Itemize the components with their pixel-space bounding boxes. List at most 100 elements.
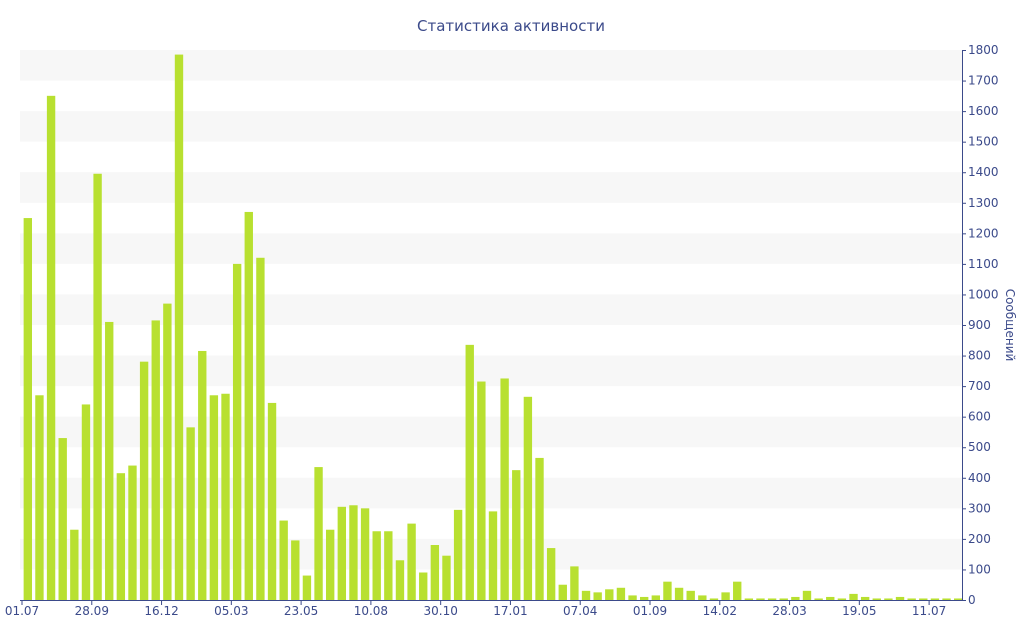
bar[interactable] [163,303,172,600]
bar[interactable] [512,470,521,600]
bar[interactable] [535,457,544,600]
bar[interactable] [581,590,591,600]
bar[interactable] [326,529,335,600]
y-tick-label: 1200 [968,226,999,240]
bar[interactable] [395,560,405,600]
bar[interactable] [616,587,626,600]
bar[interactable] [93,173,102,600]
bar[interactable] [500,378,509,600]
bar[interactable] [674,587,684,600]
bar[interactable] [558,584,567,600]
bar[interactable] [895,596,905,600]
bar[interactable] [698,595,707,600]
bar[interactable] [453,509,463,600]
bar[interactable] [337,506,346,600]
bar[interactable] [372,531,381,600]
bar[interactable] [302,575,312,600]
bar[interactable] [465,344,474,600]
bar[interactable] [105,321,114,600]
bar[interactable] [419,572,428,601]
x-tick-label: 16.12 [144,604,178,618]
y-axis-ticks: 0 100 200 300 400 500 600 700 800 900 1000 1100 1200… [962,43,999,607]
bar[interactable] [442,555,451,600]
x-tick-label: 05.03 [214,604,248,618]
bar[interactable] [826,596,835,600]
bar[interactable] [291,540,300,600]
x-tick-label: 28.09 [75,604,109,618]
bar[interactable] [116,473,126,600]
bar[interactable] [209,395,219,600]
bar[interactable] [721,592,730,600]
bar[interactable] [593,592,602,600]
bar[interactable] [802,590,812,600]
bar[interactable] [744,598,754,600]
bar[interactable] [186,427,195,600]
bar[interactable] [488,511,498,600]
bar[interactable] [756,598,765,600]
x-tick-label: 01.09 [633,604,667,618]
bar[interactable] [791,596,800,600]
bar[interactable] [46,95,56,600]
bar[interactable] [81,404,91,600]
bar[interactable] [814,598,823,600]
bar[interactable] [849,593,858,600]
grid-band [20,233,962,264]
bar[interactable] [314,467,323,600]
bar[interactable] [605,589,614,600]
bar[interactable] [407,523,416,600]
bar[interactable] [942,598,951,600]
y-tick-label: 1800 [968,43,999,57]
bar[interactable] [709,598,719,600]
bar[interactable] [232,263,242,600]
bar[interactable] [221,393,230,600]
bar[interactable] [523,396,533,600]
y-tick-label: 700 [968,379,991,393]
bar[interactable] [686,590,695,600]
bar[interactable] [198,350,207,600]
bar[interactable] [128,465,137,600]
bar[interactable] [884,598,893,600]
bar[interactable] [640,596,649,600]
bar[interactable] [267,402,277,600]
bar[interactable] [477,381,486,600]
x-tick-label: 01.07 [5,604,39,618]
bar[interactable] [360,508,370,600]
bar[interactable] [767,598,777,600]
grid-band [20,416,962,448]
bar[interactable] [349,505,358,600]
bar[interactable] [256,257,265,600]
bar[interactable] [663,581,672,600]
bar[interactable] [919,598,928,600]
bar[interactable] [733,581,742,600]
bar[interactable] [430,545,440,600]
bar[interactable] [570,566,579,600]
bar[interactable] [546,548,556,600]
bar[interactable] [139,361,149,600]
bar[interactable] [244,211,253,600]
bar[interactable] [151,320,160,600]
bar[interactable] [70,529,79,600]
bar[interactable] [860,596,870,600]
bar[interactable] [651,595,660,600]
bar[interactable] [628,595,637,600]
bar[interactable] [954,598,963,600]
bar[interactable] [174,54,184,600]
bar[interactable] [837,598,847,600]
bar[interactable] [930,598,940,600]
x-tick-label: 10.08 [354,604,388,618]
bar[interactable] [384,531,393,600]
grid-band [20,50,962,81]
y-tick-label: 400 [968,471,991,485]
bar[interactable] [35,395,44,600]
bar[interactable] [23,218,32,600]
y-tick-label: 600 [968,410,991,424]
bar[interactable] [279,520,288,600]
chart-title: Статистика активности [417,17,605,35]
bar[interactable] [779,598,788,600]
bar[interactable] [58,438,67,600]
bar[interactable] [872,598,881,600]
bar[interactable] [907,598,916,600]
y-tick-label: 1600 [968,104,999,118]
